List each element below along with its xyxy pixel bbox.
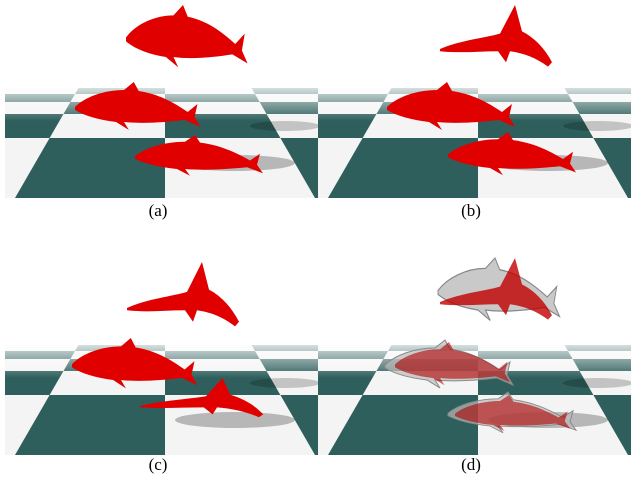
figure: (a) (b) (c) (d)	[0, 0, 632, 479]
shadow	[250, 121, 320, 131]
dolphin	[126, 5, 248, 67]
dolphin	[127, 262, 239, 326]
dolphin	[440, 5, 552, 67]
shadow	[563, 121, 632, 131]
caption: (b)	[461, 201, 481, 220]
floors	[0, 88, 632, 455]
caption: (a)	[149, 201, 168, 220]
caption: (c)	[149, 455, 168, 474]
shadow	[563, 378, 632, 388]
shadow	[250, 378, 320, 388]
shadow	[175, 412, 295, 428]
caption: (d)	[461, 455, 481, 474]
